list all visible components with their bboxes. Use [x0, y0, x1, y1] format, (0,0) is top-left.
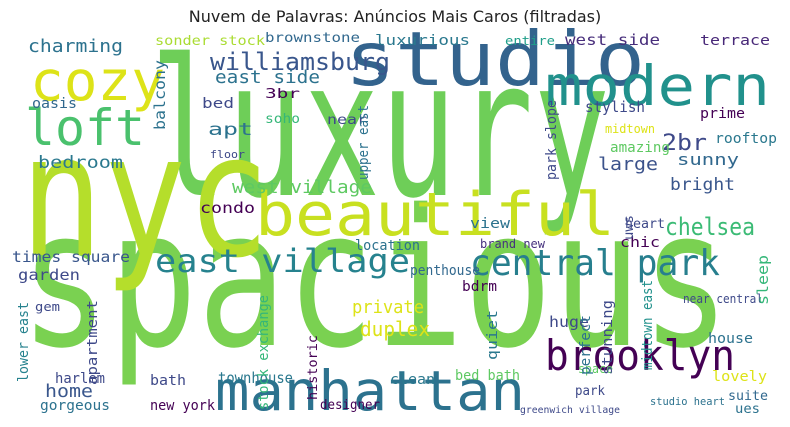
- word: oasis: [32, 96, 77, 112]
- word: suite: [728, 389, 768, 404]
- word: gorgeous: [40, 398, 110, 414]
- word: quiet: [485, 310, 501, 360]
- word: brooklyn: [545, 331, 735, 380]
- word: bed: [202, 96, 234, 112]
- word: cozy: [30, 49, 165, 113]
- word: chelsea: [665, 213, 755, 241]
- word: harlem: [55, 371, 105, 387]
- word: charming: [28, 36, 123, 57]
- word: bed bath: [455, 368, 520, 384]
- word: view: [470, 216, 511, 232]
- word: midtown: [605, 122, 655, 136]
- word: stunning: [600, 300, 616, 375]
- word: heart: [625, 217, 665, 232]
- word: loft: [25, 99, 145, 157]
- word: west side: [565, 31, 660, 49]
- word: luxury: [150, 19, 610, 240]
- word: 3br: [265, 87, 300, 102]
- word: huge: [549, 313, 589, 331]
- word: balcony: [151, 60, 169, 130]
- word: space: [578, 362, 613, 376]
- word: brand new: [480, 237, 546, 251]
- word: central park: [470, 243, 720, 284]
- word: stylish: [585, 98, 645, 116]
- word: designer: [320, 398, 380, 413]
- word: east side: [215, 67, 320, 88]
- word: historic: [306, 335, 321, 400]
- word: sleep: [754, 255, 772, 305]
- word: williamsburg: [210, 48, 390, 76]
- word: park: [575, 384, 605, 399]
- word: home: [45, 381, 93, 402]
- word: spacious: [20, 169, 730, 390]
- word: luxurious: [375, 33, 470, 49]
- word: townhouse: [218, 369, 293, 387]
- word: apartment: [85, 300, 101, 385]
- word: terrace: [700, 33, 770, 49]
- word: uws: [622, 215, 637, 240]
- word: duplex: [360, 317, 430, 341]
- word: beautiful: [255, 180, 615, 250]
- word: upper east: [356, 105, 372, 180]
- word: bedroom: [38, 153, 123, 173]
- word: perfect: [578, 315, 594, 375]
- word: 2br: [662, 131, 707, 156]
- word: ues: [735, 402, 760, 417]
- word: floor: [210, 148, 245, 161]
- word: park slope: [544, 100, 560, 180]
- word: gem: [35, 300, 60, 314]
- word: near central: [683, 292, 763, 306]
- word: apt: [208, 120, 253, 140]
- word: manhattan: [215, 359, 525, 423]
- word: lovely: [712, 369, 767, 385]
- chart-title: Nuvem de Palavras: Anúncios Mais Caros (…: [189, 7, 602, 26]
- word: sonder stock: [155, 34, 265, 49]
- word: bath: [150, 373, 186, 389]
- word: west village: [232, 177, 372, 198]
- word: prime: [700, 106, 745, 122]
- word: sunny: [677, 150, 739, 169]
- word: modern: [545, 54, 770, 118]
- word: large: [598, 154, 658, 175]
- word: rooftop: [715, 131, 777, 147]
- word: near: [327, 113, 367, 128]
- word: nyc: [20, 98, 270, 296]
- word: amazing: [610, 140, 670, 156]
- word: penthouse: [410, 263, 480, 279]
- word: stock exchange: [256, 295, 272, 410]
- word: lower east: [16, 302, 32, 382]
- word: house: [708, 331, 753, 347]
- word: soho: [265, 112, 300, 127]
- word: new york: [150, 398, 216, 414]
- word: times square: [12, 248, 130, 266]
- word: studio: [345, 15, 645, 103]
- word: brownstone: [265, 31, 360, 46]
- word: greenwich village: [520, 405, 620, 416]
- word: entire: [505, 34, 555, 48]
- word: condo: [200, 199, 255, 217]
- word: location: [355, 238, 420, 254]
- word: studio heart: [650, 395, 725, 408]
- word: bright: [670, 175, 735, 195]
- word: garden: [18, 266, 80, 284]
- word: clean: [390, 372, 435, 388]
- word: private: [352, 297, 424, 318]
- word: chic: [620, 235, 660, 251]
- word: east village: [155, 242, 410, 280]
- word: midtown east: [640, 280, 656, 370]
- word: bdrm: [462, 279, 497, 295]
